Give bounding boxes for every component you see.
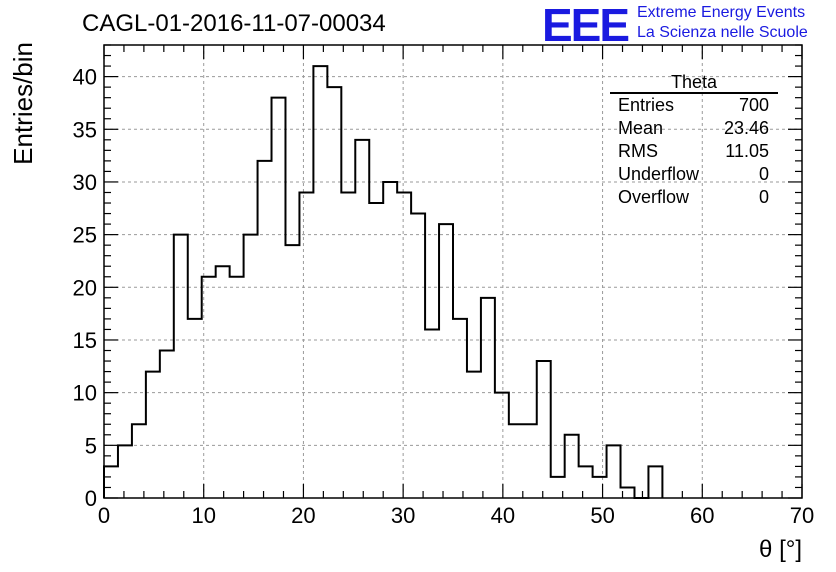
y-tick-label: 20 <box>73 275 97 300</box>
stats-row-mean: Mean 23.46 <box>610 117 778 140</box>
stats-value: 11.05 <box>725 141 769 161</box>
plot-frame <box>103 44 803 499</box>
tagline-extreme-energy-events: Extreme Energy Events <box>637 4 806 21</box>
stats-row-rms: RMS 11.05 <box>610 140 778 163</box>
stats-value: 0 <box>758 164 769 184</box>
y-tick-label: 35 <box>73 117 97 142</box>
axis-ticks <box>103 44 803 499</box>
stats-row-overflow: Overflow 0 <box>610 186 778 209</box>
y-tick-label: 25 <box>73 223 97 248</box>
x-tick-label: 20 <box>291 503 315 528</box>
y-tick-label: 10 <box>73 381 97 406</box>
y-tick-label: 0 <box>85 486 97 511</box>
stats-label: Underflow <box>618 164 700 184</box>
x-axis-label: θ [°] <box>759 536 802 563</box>
stats-value: 0 <box>758 187 769 207</box>
stats-row-entries: Entries 700 <box>610 94 778 117</box>
y-axis-label: Entries/bin <box>8 42 38 165</box>
eee-logo: EEE <box>542 0 630 51</box>
stats-label: Mean <box>618 118 664 138</box>
stats-label: RMS <box>618 141 658 161</box>
x-tick-label: 60 <box>690 503 714 528</box>
x-tick-label: 40 <box>491 503 515 528</box>
stats-title: Theta <box>610 72 778 94</box>
x-tick-label: 70 <box>790 503 814 528</box>
stats-label: Overflow <box>618 187 690 207</box>
y-tick-label: 40 <box>73 65 97 90</box>
x-tick-label: 0 <box>98 503 110 528</box>
stats-value: 700 <box>738 95 769 115</box>
stats-row-underflow: Underflow 0 <box>610 163 778 186</box>
run-title: CAGL-01-2016-11-07-00034 <box>82 10 386 37</box>
tagline-scienza-scuole: La Scienza nelle Scuole <box>637 24 808 41</box>
y-tick-label: 5 <box>85 433 97 458</box>
x-tick-label: 30 <box>391 503 415 528</box>
y-tick-label: 30 <box>73 170 97 195</box>
stats-label: Entries <box>618 95 675 115</box>
x-tick-label: 50 <box>590 503 614 528</box>
stats-value: 23.46 <box>723 118 769 138</box>
histogram-series <box>103 65 664 499</box>
y-tick-label: 15 <box>73 328 97 353</box>
stats-box: Theta Entries 700 Mean 23.46 RMS 11.05 U… <box>610 72 778 209</box>
x-tick-label: 10 <box>191 503 215 528</box>
